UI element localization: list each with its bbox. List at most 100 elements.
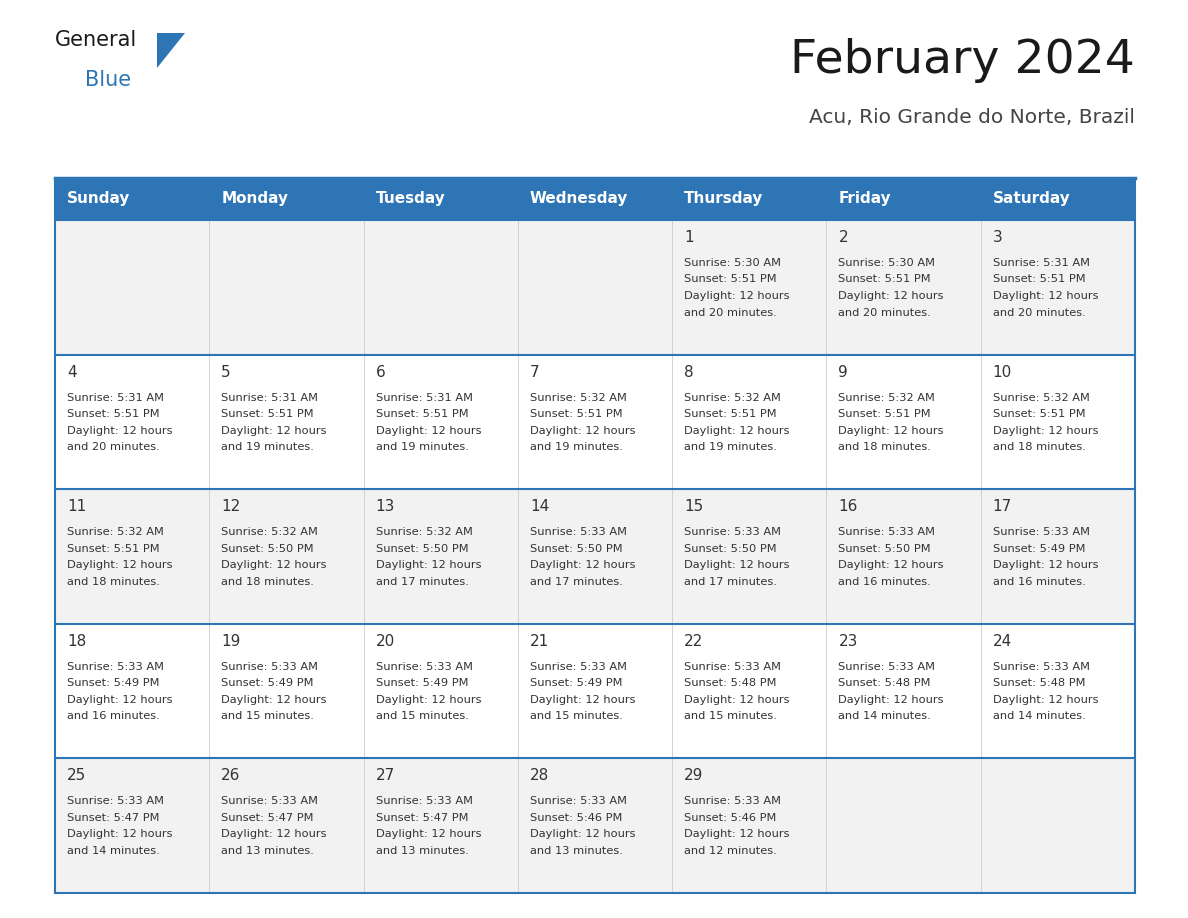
Text: and 14 minutes.: and 14 minutes.	[993, 711, 1086, 722]
Text: 22: 22	[684, 633, 703, 649]
Text: and 17 minutes.: and 17 minutes.	[530, 577, 623, 587]
Text: Sunset: 5:51 PM: Sunset: 5:51 PM	[684, 274, 777, 285]
Polygon shape	[981, 178, 1135, 220]
Text: Sunrise: 5:32 AM: Sunrise: 5:32 AM	[839, 393, 935, 403]
Text: 13: 13	[375, 499, 394, 514]
Text: Daylight: 12 hours: Daylight: 12 hours	[67, 695, 172, 705]
Text: Sunrise: 5:32 AM: Sunrise: 5:32 AM	[67, 527, 164, 537]
Text: Daylight: 12 hours: Daylight: 12 hours	[530, 829, 636, 839]
Text: Sunset: 5:51 PM: Sunset: 5:51 PM	[530, 409, 623, 420]
Text: Friday: Friday	[839, 192, 891, 207]
Text: Daylight: 12 hours: Daylight: 12 hours	[67, 426, 172, 436]
Text: Sunrise: 5:33 AM: Sunrise: 5:33 AM	[993, 527, 1089, 537]
Text: and 14 minutes.: and 14 minutes.	[67, 845, 159, 856]
Text: Sunrise: 5:31 AM: Sunrise: 5:31 AM	[993, 258, 1089, 268]
Text: Sunrise: 5:31 AM: Sunrise: 5:31 AM	[221, 393, 318, 403]
Text: 3: 3	[993, 230, 1003, 245]
Text: Tuesday: Tuesday	[375, 192, 446, 207]
Text: Sunrise: 5:32 AM: Sunrise: 5:32 AM	[375, 527, 473, 537]
Text: and 20 minutes.: and 20 minutes.	[839, 308, 931, 318]
Text: Daylight: 12 hours: Daylight: 12 hours	[839, 695, 944, 705]
Text: Sunset: 5:51 PM: Sunset: 5:51 PM	[684, 409, 777, 420]
Text: Sunrise: 5:31 AM: Sunrise: 5:31 AM	[375, 393, 473, 403]
Text: and 18 minutes.: and 18 minutes.	[67, 577, 160, 587]
Text: and 20 minutes.: and 20 minutes.	[67, 442, 159, 452]
Text: Daylight: 12 hours: Daylight: 12 hours	[839, 426, 944, 436]
Text: and 16 minutes.: and 16 minutes.	[67, 711, 159, 722]
Text: Sunset: 5:46 PM: Sunset: 5:46 PM	[530, 813, 623, 823]
Text: Daylight: 12 hours: Daylight: 12 hours	[684, 695, 790, 705]
Text: Sunrise: 5:33 AM: Sunrise: 5:33 AM	[221, 797, 318, 806]
Text: Sunset: 5:51 PM: Sunset: 5:51 PM	[993, 274, 1086, 285]
Text: Daylight: 12 hours: Daylight: 12 hours	[375, 560, 481, 570]
Text: Sunrise: 5:32 AM: Sunrise: 5:32 AM	[684, 393, 781, 403]
Text: Sunrise: 5:33 AM: Sunrise: 5:33 AM	[530, 797, 627, 806]
Polygon shape	[55, 624, 1135, 758]
Text: 1: 1	[684, 230, 694, 245]
Text: February 2024: February 2024	[790, 38, 1135, 83]
Text: and 17 minutes.: and 17 minutes.	[375, 577, 468, 587]
Text: and 14 minutes.: and 14 minutes.	[839, 711, 931, 722]
Text: and 13 minutes.: and 13 minutes.	[221, 845, 314, 856]
Text: Sunset: 5:48 PM: Sunset: 5:48 PM	[839, 678, 931, 688]
Text: 9: 9	[839, 364, 848, 380]
Text: Sunset: 5:50 PM: Sunset: 5:50 PM	[221, 543, 314, 554]
Text: and 19 minutes.: and 19 minutes.	[530, 442, 623, 452]
Text: Sunrise: 5:33 AM: Sunrise: 5:33 AM	[530, 662, 627, 672]
Text: Sunset: 5:47 PM: Sunset: 5:47 PM	[375, 813, 468, 823]
Text: 11: 11	[67, 499, 87, 514]
Text: Sunset: 5:50 PM: Sunset: 5:50 PM	[375, 543, 468, 554]
Text: and 17 minutes.: and 17 minutes.	[684, 577, 777, 587]
Text: and 12 minutes.: and 12 minutes.	[684, 845, 777, 856]
Text: Sunset: 5:49 PM: Sunset: 5:49 PM	[67, 678, 159, 688]
Text: Blue: Blue	[86, 70, 131, 90]
Polygon shape	[55, 489, 1135, 624]
Text: and 18 minutes.: and 18 minutes.	[839, 442, 931, 452]
Text: Daylight: 12 hours: Daylight: 12 hours	[684, 829, 790, 839]
Text: Sunset: 5:49 PM: Sunset: 5:49 PM	[221, 678, 314, 688]
Text: Sunset: 5:49 PM: Sunset: 5:49 PM	[530, 678, 623, 688]
Text: Sunrise: 5:32 AM: Sunrise: 5:32 AM	[993, 393, 1089, 403]
Text: Daylight: 12 hours: Daylight: 12 hours	[67, 560, 172, 570]
Text: Daylight: 12 hours: Daylight: 12 hours	[993, 695, 1098, 705]
Text: Sunrise: 5:33 AM: Sunrise: 5:33 AM	[375, 662, 473, 672]
Text: Sunset: 5:51 PM: Sunset: 5:51 PM	[67, 543, 159, 554]
Text: and 13 minutes.: and 13 minutes.	[530, 845, 623, 856]
Text: 4: 4	[67, 364, 76, 380]
Text: and 20 minutes.: and 20 minutes.	[684, 308, 777, 318]
Text: and 18 minutes.: and 18 minutes.	[993, 442, 1086, 452]
Text: 17: 17	[993, 499, 1012, 514]
Text: and 15 minutes.: and 15 minutes.	[375, 711, 468, 722]
Text: 12: 12	[221, 499, 240, 514]
Text: 10: 10	[993, 364, 1012, 380]
Text: Daylight: 12 hours: Daylight: 12 hours	[684, 560, 790, 570]
Text: and 13 minutes.: and 13 minutes.	[375, 845, 468, 856]
Text: Sunset: 5:48 PM: Sunset: 5:48 PM	[993, 678, 1085, 688]
Text: General: General	[55, 30, 138, 50]
Text: and 15 minutes.: and 15 minutes.	[530, 711, 623, 722]
Text: Sunset: 5:47 PM: Sunset: 5:47 PM	[67, 813, 159, 823]
Text: and 16 minutes.: and 16 minutes.	[993, 577, 1086, 587]
Text: Sunset: 5:50 PM: Sunset: 5:50 PM	[684, 543, 777, 554]
Polygon shape	[827, 178, 981, 220]
Text: 28: 28	[530, 768, 549, 783]
Text: Daylight: 12 hours: Daylight: 12 hours	[375, 695, 481, 705]
Text: Daylight: 12 hours: Daylight: 12 hours	[993, 291, 1098, 301]
Text: Sunrise: 5:33 AM: Sunrise: 5:33 AM	[530, 527, 627, 537]
Text: Sunrise: 5:30 AM: Sunrise: 5:30 AM	[684, 258, 782, 268]
Text: Daylight: 12 hours: Daylight: 12 hours	[221, 695, 327, 705]
Text: 15: 15	[684, 499, 703, 514]
Text: 5: 5	[221, 364, 230, 380]
Text: Sunset: 5:51 PM: Sunset: 5:51 PM	[993, 409, 1086, 420]
Text: 16: 16	[839, 499, 858, 514]
Text: Sunset: 5:51 PM: Sunset: 5:51 PM	[839, 409, 931, 420]
Polygon shape	[672, 178, 827, 220]
Polygon shape	[55, 354, 1135, 489]
Text: and 19 minutes.: and 19 minutes.	[684, 442, 777, 452]
Text: Daylight: 12 hours: Daylight: 12 hours	[67, 829, 172, 839]
Text: Sunrise: 5:32 AM: Sunrise: 5:32 AM	[221, 527, 318, 537]
Text: 25: 25	[67, 768, 87, 783]
Text: and 19 minutes.: and 19 minutes.	[375, 442, 468, 452]
Text: Sunset: 5:51 PM: Sunset: 5:51 PM	[67, 409, 159, 420]
Text: and 19 minutes.: and 19 minutes.	[221, 442, 314, 452]
